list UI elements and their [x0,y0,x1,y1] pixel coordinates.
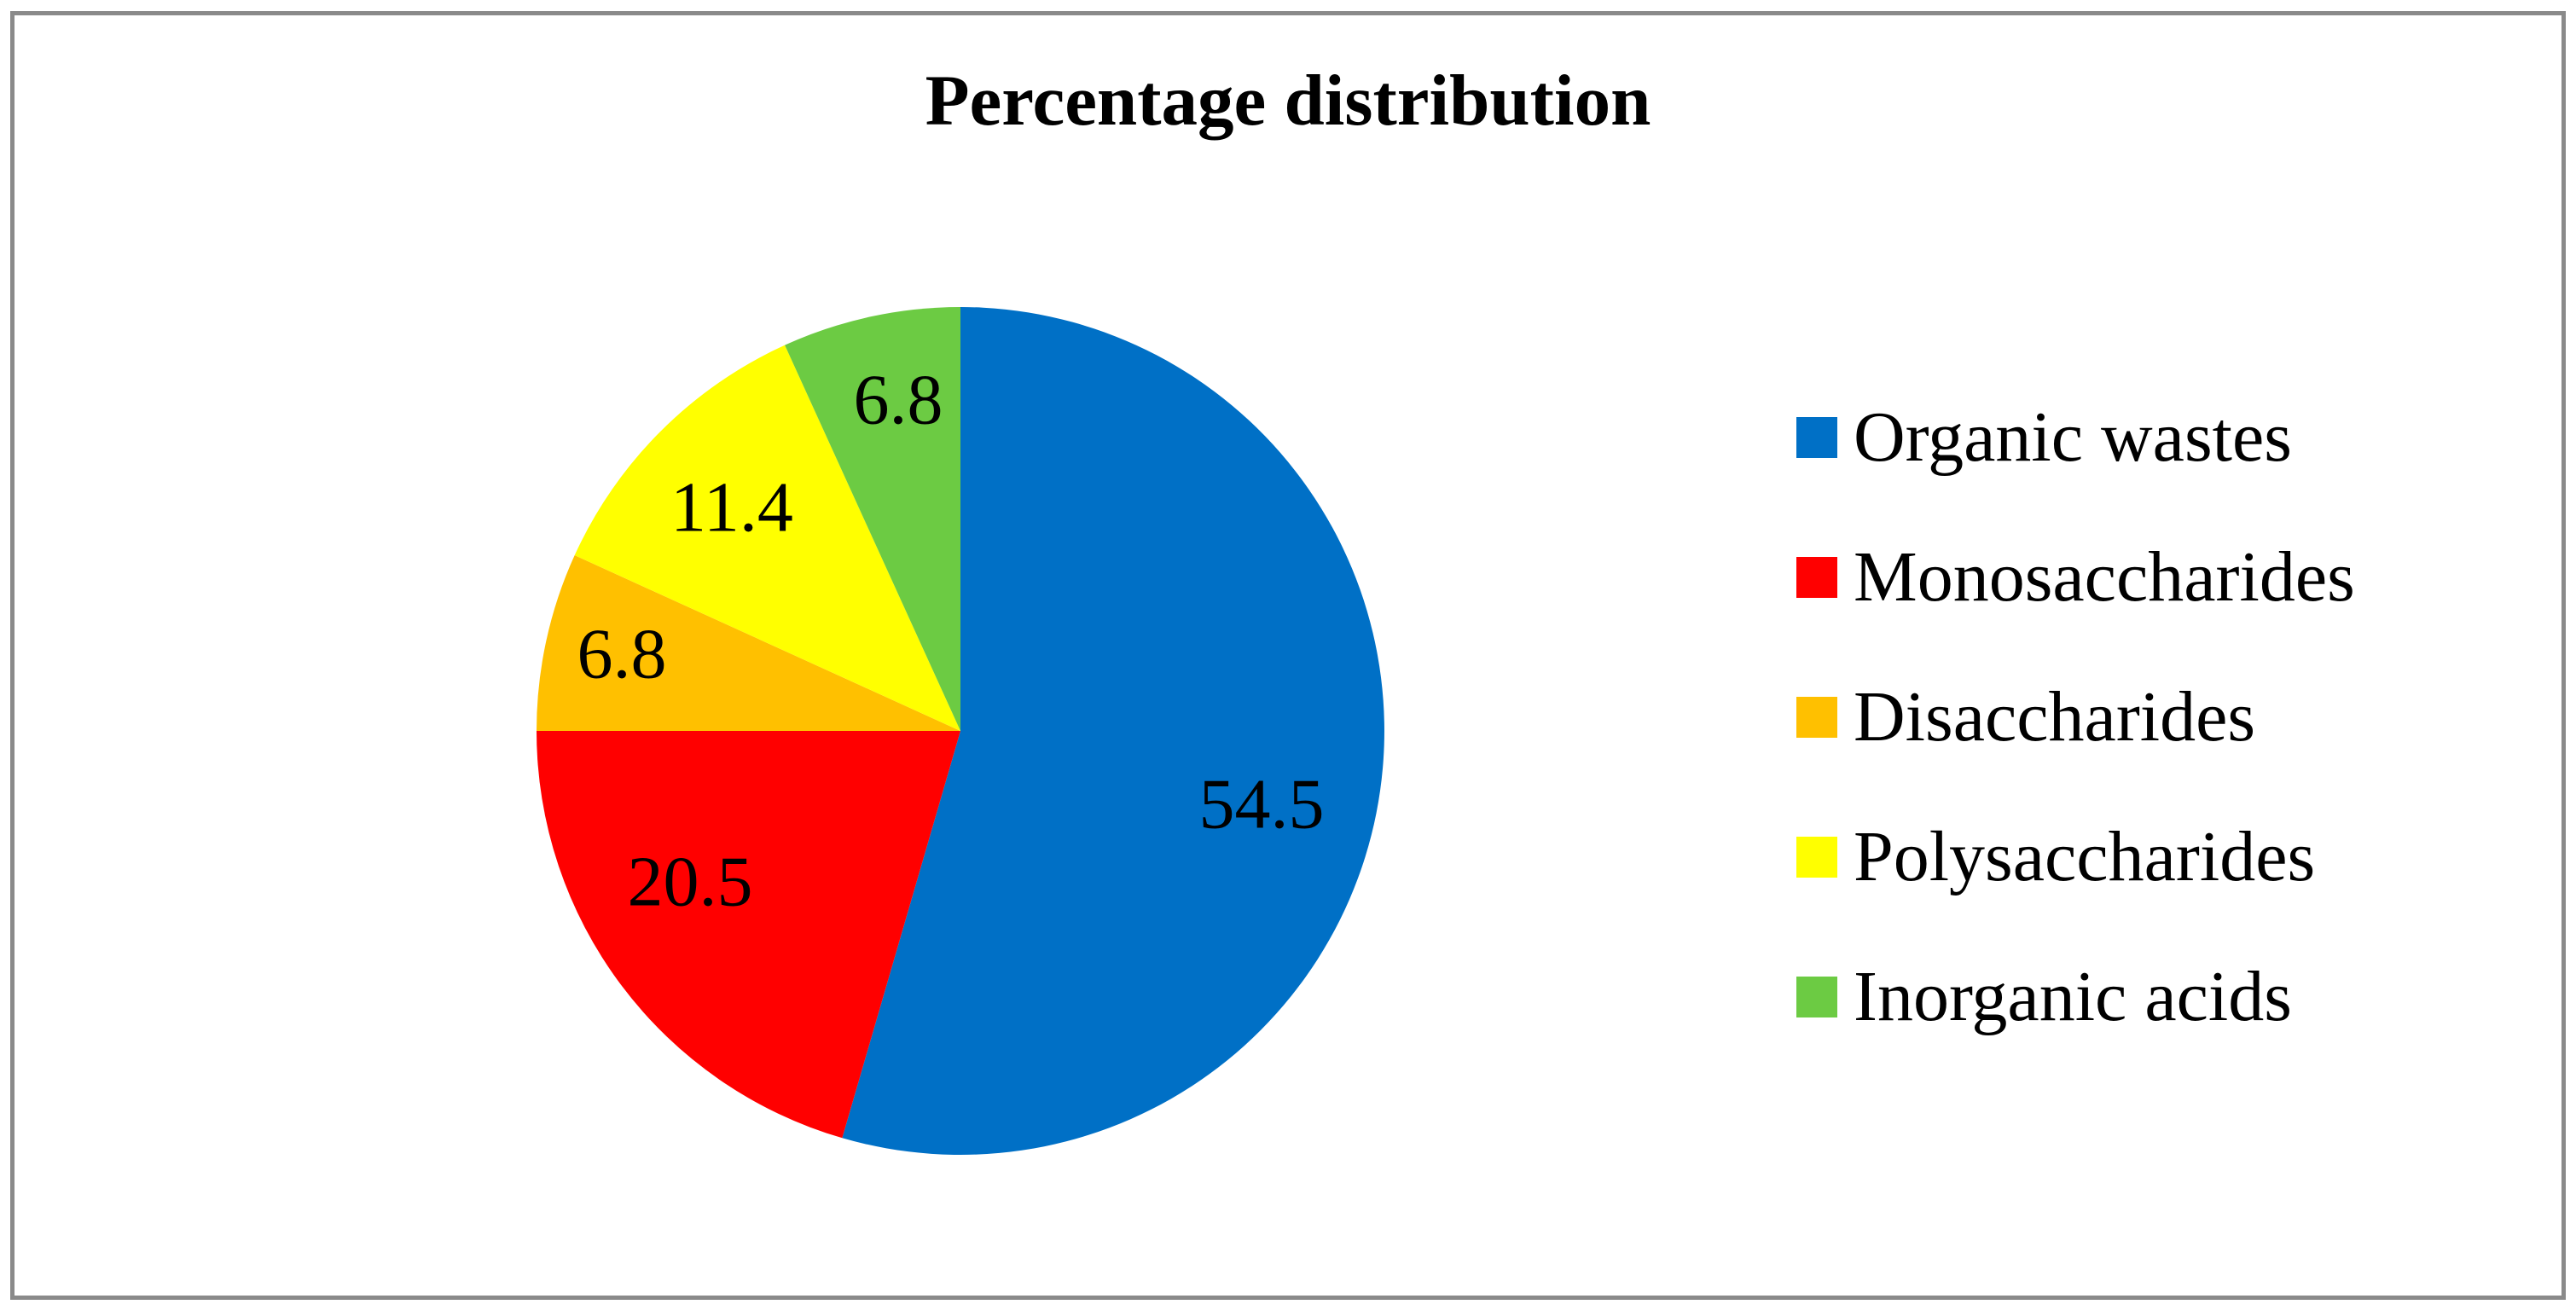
legend-label-inorganic-acids: Inorganic acids [1854,957,2292,1036]
legend-swatch-inorganic-acids [1796,977,1837,1017]
legend-item-inorganic-acids: Inorganic acids [1796,961,2355,1033]
legend-label-monosaccharides: Monosaccharides [1854,537,2355,617]
legend-item-disaccharides: Disaccharides [1796,681,2355,753]
slice-label-inorganic-acids: 6.8 [854,360,943,439]
legend-swatch-polysaccharides [1796,837,1837,878]
legend-item-polysaccharides: Polysaccharides [1796,821,2355,893]
pie-slice-organic-wastes [842,307,1384,1155]
legend-item-organic-wastes: Organic wastes [1796,402,2355,473]
chart-border-frame [10,11,2566,1300]
pie-slice-inorganic-acids [785,307,960,731]
legend-label-organic-wastes: Organic wastes [1854,397,2292,477]
pie-slice-monosaccharides [537,731,960,1139]
legend-item-monosaccharides: Monosaccharides [1796,542,2355,613]
legend-swatch-monosaccharides [1796,557,1837,598]
chart-title: Percentage distribution [925,61,1651,141]
legend-label-disaccharides: Disaccharides [1854,677,2256,757]
pie-slice-disaccharides [537,555,960,731]
pie-slice-polysaccharides [574,345,960,731]
legend-swatch-disaccharides [1796,697,1837,738]
slice-label-monosaccharides: 20.5 [628,842,753,921]
slice-label-polysaccharides: 11.4 [670,467,793,547]
slice-label-disaccharides: 6.8 [577,614,667,693]
legend: Organic wastes Monosaccharides Disaccharid… [1796,402,2355,1033]
slice-label-organic-wastes: 54.5 [1199,764,1325,844]
legend-swatch-organic-wastes [1796,417,1837,458]
legend-label-polysaccharides: Polysaccharides [1854,817,2316,896]
